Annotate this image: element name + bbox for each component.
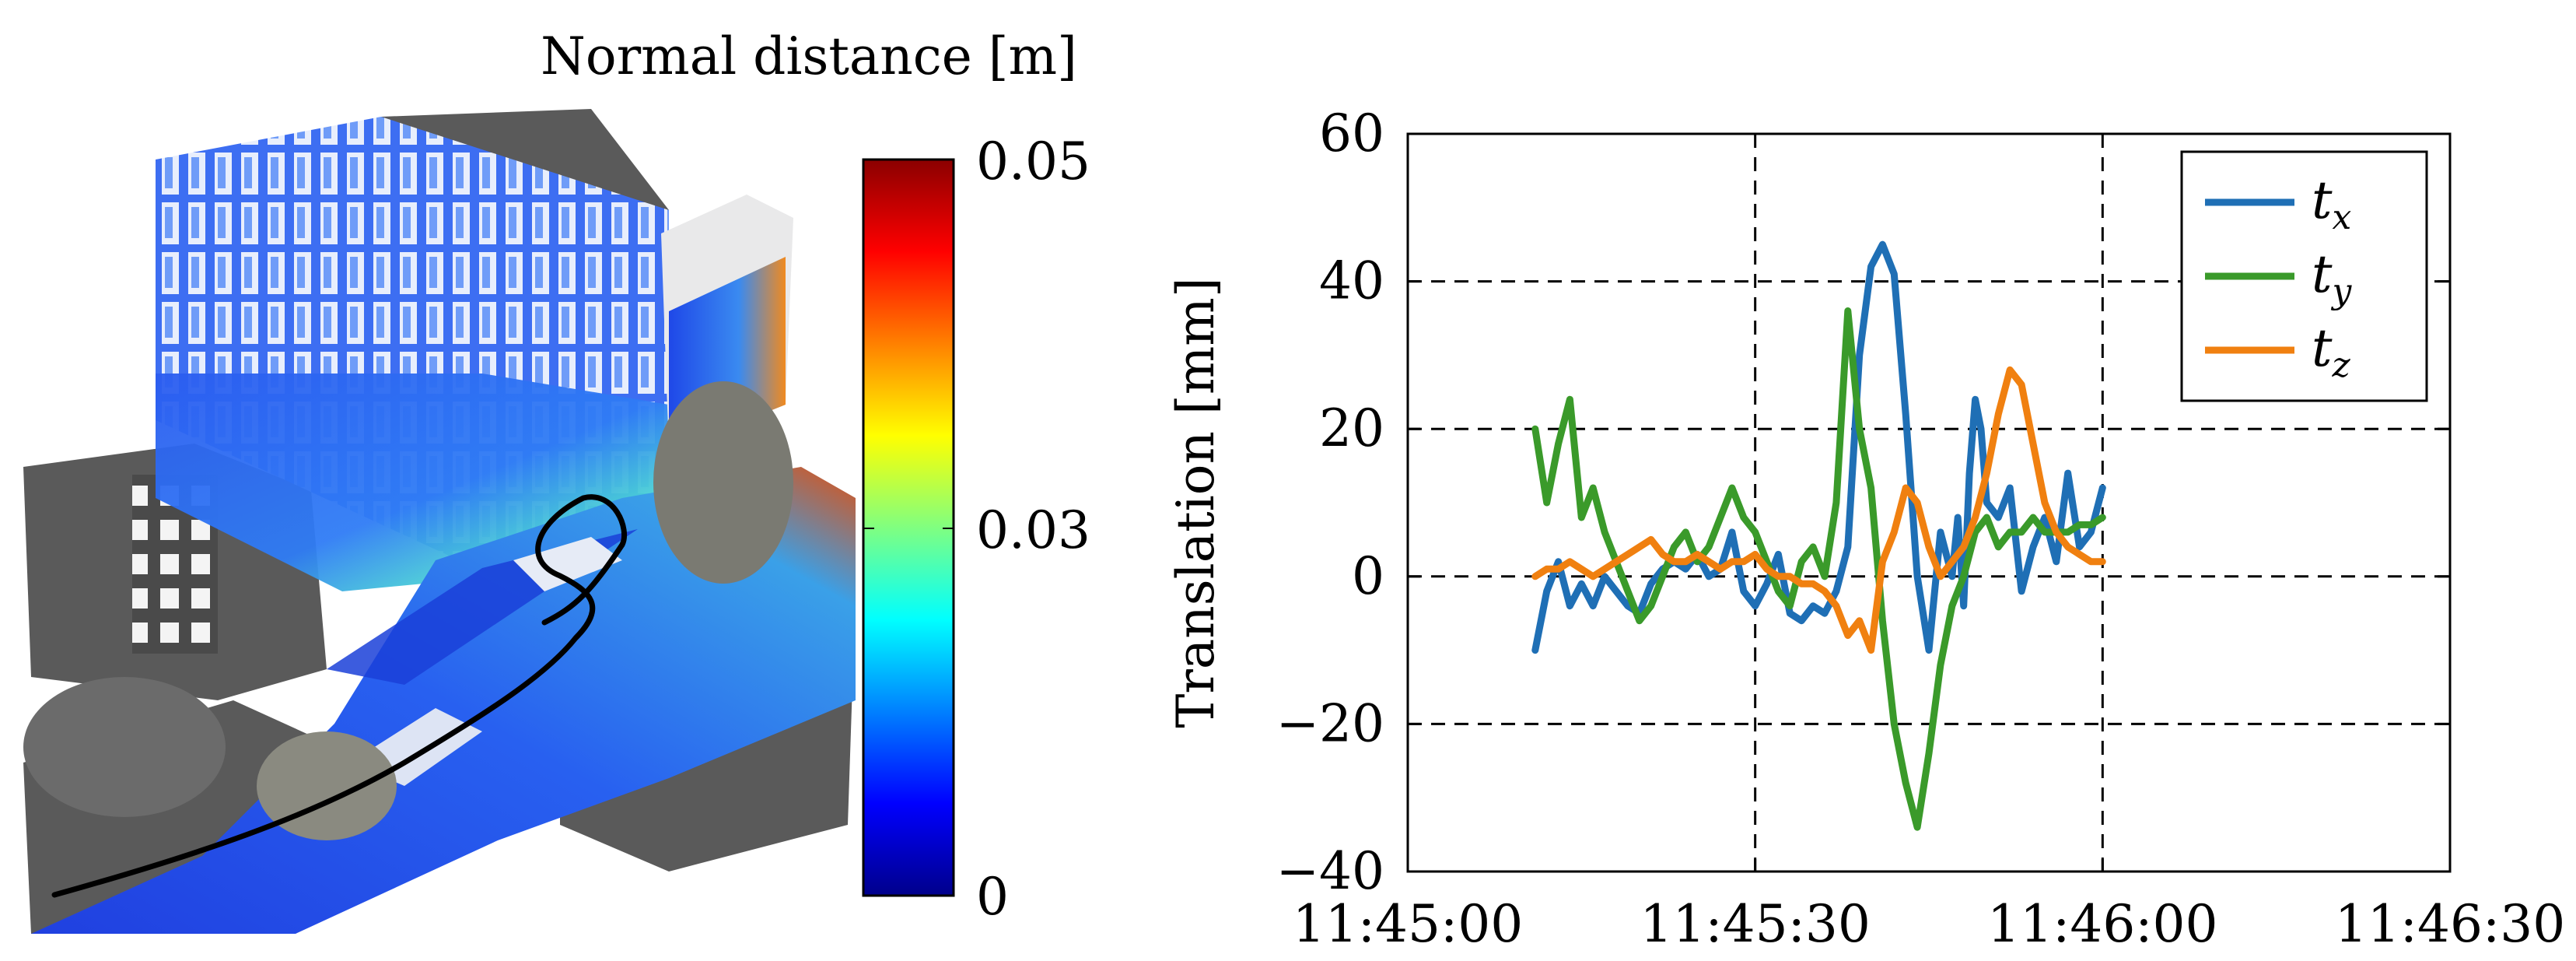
- colorbar-tick-mid: 0.03: [976, 500, 1090, 560]
- tree-mid: [257, 731, 397, 840]
- series-line-ty: [1531, 307, 2106, 831]
- trajectory-path: [51, 494, 628, 898]
- colorbar-tick-top: 0.05: [976, 132, 1090, 191]
- y-tick-label-5: −40: [1276, 841, 1384, 901]
- tree-right: [653, 381, 793, 584]
- x-tick-label-3: 11:46:30: [2335, 894, 2565, 954]
- x-tick-label-0: 11:45:00: [1293, 894, 1523, 954]
- legend-item-tz: tz: [2205, 318, 2351, 385]
- colorbar: Normal distance [m] 0.05 0.03 0: [541, 26, 1090, 927]
- series-layer: [1531, 240, 2106, 831]
- legend-item-tx: tx: [2205, 170, 2352, 237]
- y-axis: 60 40 20 0 −20 −40: [1276, 103, 2450, 901]
- light-patch-2: [513, 537, 622, 591]
- y-tick-label-2: 20: [1319, 398, 1384, 458]
- y-tick-label-4: −20: [1276, 693, 1384, 753]
- legend: tx ty tz: [2180, 150, 2428, 402]
- series-line-tz: [1531, 366, 2106, 654]
- street-plane: [31, 467, 856, 934]
- colorbar-tick-bottom: 0: [976, 867, 1009, 927]
- colorbar-gradient: [862, 158, 955, 897]
- y-tick-label-3: 0: [1352, 546, 1384, 606]
- point-cloud-view: [23, 109, 856, 934]
- y-tick-label-1: 40: [1319, 251, 1384, 311]
- legend-label-tz: tz: [2312, 318, 2351, 385]
- tree-left: [23, 677, 226, 817]
- x-tick-label-1: 11:45:30: [1640, 894, 1870, 954]
- plot-frame: [1406, 132, 2452, 873]
- legend-item-ty: ty: [2205, 244, 2353, 311]
- legend-label-tx: tx: [2312, 170, 2352, 237]
- colorbar-title: Normal distance [m]: [541, 26, 1077, 86]
- y-axis-label: Translation [mm]: [1166, 277, 1226, 728]
- x-tick-label-2: 11:46:00: [1987, 894, 2217, 954]
- x-axis: 11:45:00 11:45:30 11:46:00 11:46:30: [1293, 859, 2565, 954]
- y-tick-label-0: 60: [1319, 103, 1384, 163]
- legend-label-ty: ty: [2312, 244, 2353, 311]
